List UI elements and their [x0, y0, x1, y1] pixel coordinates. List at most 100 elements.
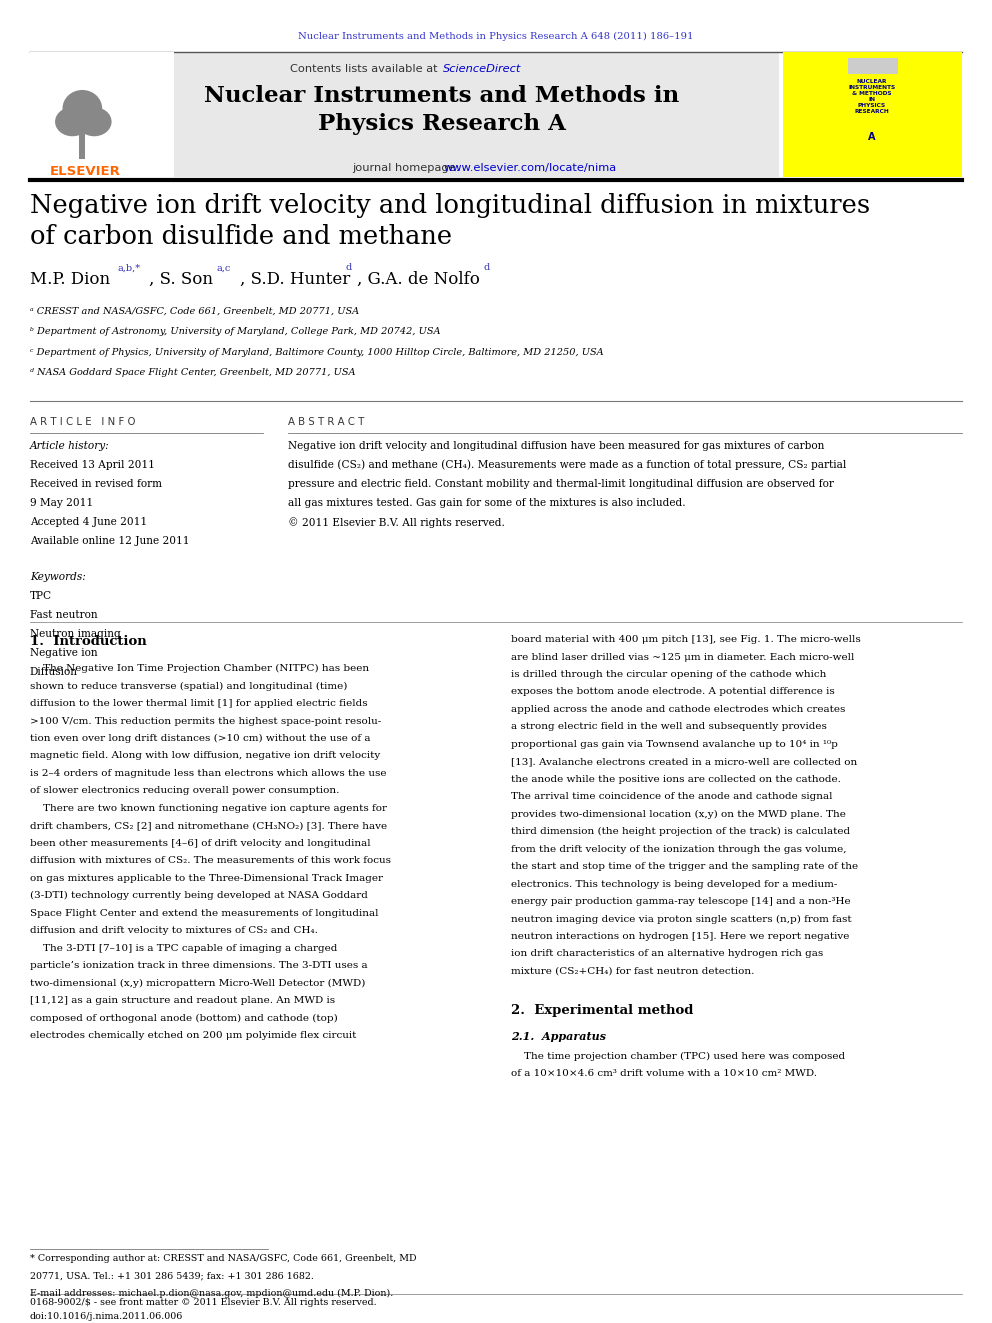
Text: board material with 400 μm pitch [13], see Fig. 1. The micro-wells: board material with 400 μm pitch [13], s… [511, 635, 861, 644]
Text: the start and stop time of the trigger and the sampling rate of the: the start and stop time of the trigger a… [511, 863, 858, 871]
Bar [79, 130, 85, 159]
Text: of a 10×10×4.6 cm³ drift volume with a 10×10 cm² MWD.: of a 10×10×4.6 cm³ drift volume with a 1… [511, 1069, 816, 1078]
Text: been other measurements [4–6] of drift velocity and longitudinal: been other measurements [4–6] of drift v… [30, 839, 370, 848]
Text: , S.D. Hunter: , S.D. Hunter [240, 271, 350, 288]
Text: of slower electronics reducing overall power consumption.: of slower electronics reducing overall p… [30, 786, 339, 795]
Bar [30, 52, 779, 177]
Text: Negative ion drift velocity and longitudinal diffusion in mixtures
of carbon dis: Negative ion drift velocity and longitud… [30, 193, 870, 249]
Text: Available online 12 June 2011: Available online 12 June 2011 [30, 537, 189, 546]
Text: on gas mixtures applicable to the Three-Dimensional Track Imager: on gas mixtures applicable to the Three-… [30, 873, 383, 882]
Text: pressure and electric field. Constant mobility and thermal-limit longitudinal di: pressure and electric field. Constant mo… [288, 479, 833, 490]
Text: Nuclear Instruments and Methods in
Physics Research A: Nuclear Instruments and Methods in Physi… [203, 85, 680, 135]
Text: ᶜ Department of Physics, University of Maryland, Baltimore County, 1000 Hilltop : ᶜ Department of Physics, University of M… [30, 348, 603, 357]
Text: Accepted 4 June 2011: Accepted 4 June 2011 [30, 517, 147, 528]
Text: The time projection chamber (TPC) used here was composed: The time projection chamber (TPC) used h… [511, 1052, 845, 1061]
Text: 2.  Experimental method: 2. Experimental method [511, 1004, 693, 1017]
Text: A R T I C L E   I N F O: A R T I C L E I N F O [30, 417, 135, 427]
Text: applied across the anode and cathode electrodes which creates: applied across the anode and cathode ele… [511, 705, 845, 714]
Text: Article history:: Article history: [30, 441, 109, 451]
Text: A B S T R A C T: A B S T R A C T [288, 417, 364, 427]
Text: Keywords:: Keywords: [30, 572, 85, 582]
Text: >100 V/cm. This reduction permits the highest space-point resolu-: >100 V/cm. This reduction permits the hi… [30, 717, 381, 725]
Text: Nuclear Instruments and Methods in Physics Research A 648 (2011) 186–191: Nuclear Instruments and Methods in Physi… [299, 32, 693, 41]
Text: diffusion to the lower thermal limit [1] for applied electric fields: diffusion to the lower thermal limit [1]… [30, 699, 367, 708]
Text: composed of orthogonal anode (bottom) and cathode (top): composed of orthogonal anode (bottom) an… [30, 1013, 337, 1023]
Text: two-dimensional (x,y) micropattern Micro-Well Detector (MWD): two-dimensional (x,y) micropattern Micro… [30, 979, 365, 987]
Text: 20771, USA. Tel.: +1 301 286 5439; fax: +1 301 286 1682.: 20771, USA. Tel.: +1 301 286 5439; fax: … [30, 1271, 313, 1281]
Text: journal homepage:: journal homepage: [352, 163, 463, 173]
Text: are blind laser drilled vias ~125 μm in diameter. Each micro-well: are blind laser drilled vias ~125 μm in … [511, 652, 854, 662]
Text: a strong electric field in the well and subsequently provides: a strong electric field in the well and … [511, 722, 826, 732]
Text: shown to reduce transverse (spatial) and longitudinal (time): shown to reduce transverse (spatial) and… [30, 681, 347, 691]
Text: ion drift characteristics of an alternative hydrogen rich gas: ion drift characteristics of an alternat… [511, 950, 823, 958]
Text: proportional gas gain via Townsend avalanche up to 10⁴ in ¹⁰p: proportional gas gain via Townsend avala… [511, 740, 838, 749]
Text: ELSEVIER: ELSEVIER [50, 165, 121, 179]
Text: The 3-DTI [7–10] is a TPC capable of imaging a charged: The 3-DTI [7–10] is a TPC capable of ima… [30, 943, 337, 953]
Text: particle’s ionization track in three dimensions. The 3-DTI uses a: particle’s ionization track in three dim… [30, 960, 367, 970]
Text: ᵃ CRESST and NASA/GSFC, Code 661, Greenbelt, MD 20771, USA: ᵃ CRESST and NASA/GSFC, Code 661, Greenb… [30, 307, 359, 316]
Text: mixture (CS₂+CH₄) for fast neutron detection.: mixture (CS₂+CH₄) for fast neutron detec… [511, 967, 754, 976]
Text: 1.  Introduction: 1. Introduction [30, 635, 147, 648]
Text: , G.A. de Nolfo: , G.A. de Nolfo [357, 271, 480, 288]
Text: NUCLEAR
INSTRUMENTS
& METHODS
IN
PHYSICS
RESEARCH: NUCLEAR INSTRUMENTS & METHODS IN PHYSICS… [848, 79, 896, 114]
Text: the anode while the positive ions are collected on the cathode.: the anode while the positive ions are co… [511, 775, 841, 783]
Text: a,c: a,c [216, 263, 230, 273]
Bar [848, 58, 898, 74]
Text: diffusion and drift velocity to mixtures of CS₂ and CH₄.: diffusion and drift velocity to mixtures… [30, 926, 317, 935]
Text: provides two-dimensional location (x,y) on the MWD plane. The: provides two-dimensional location (x,y) … [511, 810, 846, 819]
Text: Space Flight Center and extend the measurements of longitudinal: Space Flight Center and extend the measu… [30, 909, 378, 918]
Text: TPC: TPC [30, 590, 52, 601]
Text: from the drift velocity of the ionization through the gas volume,: from the drift velocity of the ionizatio… [511, 844, 846, 853]
Text: ᵈ NASA Goddard Space Flight Center, Greenbelt, MD 20771, USA: ᵈ NASA Goddard Space Flight Center, Gree… [30, 368, 355, 377]
Text: Negative ion: Negative ion [30, 648, 97, 659]
Text: There are two known functioning negative ion capture agents for: There are two known functioning negative… [30, 804, 387, 812]
Text: neutron imaging device via proton single scatters (n,p) from fast: neutron imaging device via proton single… [511, 914, 851, 923]
Text: Neutron imaging: Neutron imaging [30, 628, 120, 639]
Text: diffusion with mixtures of CS₂. The measurements of this work focus: diffusion with mixtures of CS₂. The meas… [30, 856, 391, 865]
Text: 2.1.  Apparatus: 2.1. Apparatus [511, 1031, 606, 1041]
Ellipse shape [55, 107, 89, 136]
Text: disulfide (CS₂) and methane (CH₄). Measurements were made as a function of total: disulfide (CS₂) and methane (CH₄). Measu… [288, 459, 846, 470]
Text: [11,12] as a gain structure and readout plane. An MWD is: [11,12] as a gain structure and readout … [30, 996, 335, 1005]
Text: Diffusion: Diffusion [30, 667, 77, 677]
Ellipse shape [77, 107, 111, 136]
Text: electrodes chemically etched on 200 μm polyimide flex circuit: electrodes chemically etched on 200 μm p… [30, 1031, 356, 1040]
Text: The Negative Ion Time Projection Chamber (NITPC) has been: The Negative Ion Time Projection Chamber… [30, 664, 369, 673]
Text: ScienceDirect: ScienceDirect [443, 64, 522, 74]
Bar [30, 52, 174, 177]
Text: [13]. Avalanche electrons created in a micro-well are collected on: [13]. Avalanche electrons created in a m… [511, 757, 857, 766]
Text: Received 13 April 2011: Received 13 April 2011 [30, 459, 155, 470]
Text: ᵇ Department of Astronomy, University of Maryland, College Park, MD 20742, USA: ᵇ Department of Astronomy, University of… [30, 327, 440, 336]
Text: all gas mixtures tested. Gas gain for some of the mixtures is also included.: all gas mixtures tested. Gas gain for so… [288, 497, 685, 508]
Text: a,b,*: a,b,* [117, 263, 140, 273]
Text: tion even over long drift distances (>10 cm) without the use of a: tion even over long drift distances (>10… [30, 734, 370, 744]
Text: neutron interactions on hydrogen [15]. Here we report negative: neutron interactions on hydrogen [15]. H… [511, 931, 849, 941]
Text: d: d [345, 263, 351, 273]
Text: * Corresponding author at: CRESST and NASA/GSFC, Code 661, Greenbelt, MD: * Corresponding author at: CRESST and NA… [30, 1254, 417, 1263]
Text: d: d [483, 263, 489, 273]
Text: , S. Son: , S. Son [149, 271, 213, 288]
Text: exposes the bottom anode electrode. A potential difference is: exposes the bottom anode electrode. A po… [511, 688, 834, 696]
Text: © 2011 Elsevier B.V. All rights reserved.: © 2011 Elsevier B.V. All rights reserved… [288, 517, 505, 528]
Ellipse shape [62, 90, 102, 127]
Text: Fast neutron: Fast neutron [30, 610, 97, 620]
Text: Contents lists available at: Contents lists available at [291, 64, 441, 74]
Text: drift chambers, CS₂ [2] and nitromethane (CH₃NO₂) [3]. There have: drift chambers, CS₂ [2] and nitromethane… [30, 822, 387, 831]
Text: www.elsevier.com/locate/nima: www.elsevier.com/locate/nima [443, 163, 617, 173]
Text: is 2–4 orders of magnitude less than electrons which allows the use: is 2–4 orders of magnitude less than ele… [30, 769, 386, 778]
Text: energy pair production gamma-ray telescope [14] and a non-³He: energy pair production gamma-ray telesco… [511, 897, 850, 906]
Text: (3-DTI) technology currently being developed at NASA Goddard: (3-DTI) technology currently being devel… [30, 892, 368, 900]
Text: The arrival time coincidence of the anode and cathode signal: The arrival time coincidence of the anod… [511, 792, 832, 802]
Text: magnetic field. Along with low diffusion, negative ion drift velocity: magnetic field. Along with low diffusion… [30, 751, 380, 761]
Text: A: A [868, 132, 876, 143]
Text: electronics. This technology is being developed for a medium-: electronics. This technology is being de… [511, 880, 837, 889]
Text: 9 May 2011: 9 May 2011 [30, 497, 93, 508]
Text: third dimension (the height projection of the track) is calculated: third dimension (the height projection o… [511, 827, 850, 836]
Text: doi:10.1016/j.nima.2011.06.006: doi:10.1016/j.nima.2011.06.006 [30, 1312, 184, 1322]
Text: E-mail addresses: michael.p.dion@nasa.gov, mpdion@umd.edu (M.P. Dion).: E-mail addresses: michael.p.dion@nasa.go… [30, 1289, 393, 1298]
Text: is drilled through the circular opening of the cathode which: is drilled through the circular opening … [511, 669, 826, 679]
Text: Received in revised form: Received in revised form [30, 479, 162, 490]
Text: 0168-9002/$ - see front matter © 2011 Elsevier B.V. All rights reserved.: 0168-9002/$ - see front matter © 2011 El… [30, 1298, 376, 1307]
Bar [783, 52, 962, 177]
Text: Negative ion drift velocity and longitudinal diffusion have been measured for ga: Negative ion drift velocity and longitud… [288, 441, 824, 451]
